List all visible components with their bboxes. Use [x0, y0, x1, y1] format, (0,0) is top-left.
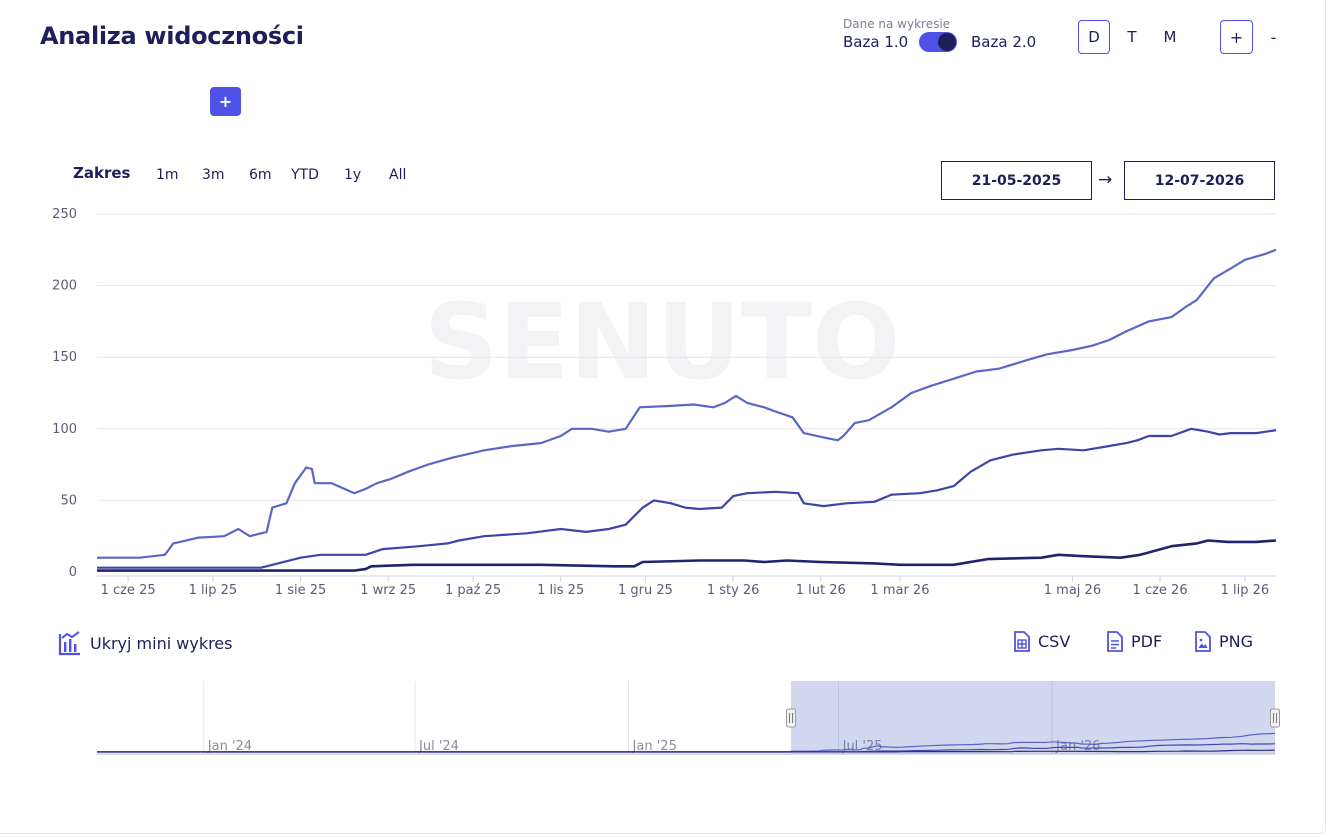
range-button-ytd[interactable]: YTD	[291, 167, 319, 183]
navigator-handle-left[interactable]	[786, 708, 797, 728]
x-tick-label: 1 cze 25	[101, 583, 156, 598]
mini-chart-toggle[interactable]: Ukryj mini wykres	[58, 630, 232, 656]
toggle-knob	[938, 33, 956, 51]
base-right-label[interactable]: Baza 2.0	[971, 33, 1037, 51]
mini-chart-toggle-label: Ukryj mini wykres	[90, 633, 233, 653]
range-button-3m[interactable]: 3m	[202, 167, 225, 183]
page-title: Analiza widoczności	[40, 22, 304, 50]
x-tick-label: 1 lip 26	[1221, 583, 1270, 598]
date-arrow: →	[1098, 170, 1113, 190]
handle-grip	[786, 708, 797, 728]
x-tick-label: 1 maj 26	[1044, 583, 1101, 598]
period-button-month[interactable]: M	[1163, 28, 1177, 46]
base-toggle[interactable]	[919, 32, 957, 52]
y-tick-label: 0	[69, 565, 77, 580]
range-button-1y[interactable]: 1y	[344, 167, 362, 183]
add-domain-button[interactable]: +	[210, 87, 241, 116]
date-to-input[interactable]: 12-07-2026	[1124, 161, 1275, 200]
period-button-day[interactable]: D	[1078, 20, 1110, 54]
x-tick-label: 1 lut 26	[796, 583, 846, 598]
range-label: Zakres	[73, 164, 131, 182]
navigator-label: Jul '24	[418, 739, 459, 754]
range-button-6m[interactable]: 6m	[249, 167, 272, 183]
x-tick-label: 1 wrz 25	[360, 583, 416, 598]
base-left-label[interactable]: Baza 1.0	[843, 33, 909, 51]
y-tick-label: 150	[52, 350, 77, 365]
x-tick-label: 1 lis 25	[537, 583, 584, 598]
navigator-series-3	[97, 749, 1276, 753]
date-from-input[interactable]: 21-05-2025	[941, 161, 1092, 200]
export-csv-label: CSV	[1038, 632, 1071, 651]
series-line-3[interactable]	[97, 539, 1277, 572]
range-button-1m[interactable]: 1m	[156, 167, 179, 183]
series-line-2[interactable]	[97, 427, 1277, 569]
x-tick-label: 1 lip 25	[189, 583, 238, 598]
navigator-handle-right[interactable]	[1270, 708, 1280, 728]
period-button-week[interactable]: T	[1127, 28, 1137, 46]
png-file-icon	[1195, 631, 1211, 652]
navigator-label: Jan '25	[632, 739, 677, 754]
export-pdf-label: PDF	[1131, 632, 1163, 651]
csv-file-icon	[1014, 631, 1030, 652]
y-tick-label: 100	[52, 422, 77, 437]
visibility-chart[interactable]: SENUTO 0 50 100 150 200 250 1 cze 25 1 lip 25 1 s…	[0, 195, 1326, 615]
export-png-label: PNG	[1219, 632, 1254, 651]
range-button-all[interactable]: All	[389, 167, 407, 183]
x-tick-label: 1 sty 26	[707, 583, 760, 598]
y-tick-label: 50	[60, 493, 77, 508]
x-tick-label: 1 mar 26	[870, 583, 929, 598]
x-tick-label: 1 cze 26	[1133, 583, 1188, 598]
export-png-button[interactable]: PNG	[1195, 631, 1253, 652]
series-line-1[interactable]	[97, 248, 1277, 559]
y-tick-label: 250	[52, 207, 77, 222]
export-pdf-button[interactable]: PDF	[1107, 631, 1162, 652]
x-tick-label: 1 gru 25	[618, 583, 673, 598]
pdf-file-icon	[1107, 631, 1123, 652]
zoom-out-button[interactable]: -	[1270, 27, 1277, 47]
zoom-in-button[interactable]: +	[1220, 20, 1253, 54]
handle-grip	[1270, 708, 1280, 728]
navigator-series-2	[97, 743, 1276, 753]
navigator-series-1	[97, 732, 1276, 753]
x-tick-label: 1 sie 25	[275, 583, 326, 598]
watermark-text: SENUTO	[424, 281, 901, 403]
data-caption: Dane na wykresie	[843, 17, 951, 31]
export-csv-button[interactable]: CSV	[1014, 631, 1070, 652]
chart-bars-icon	[58, 631, 80, 656]
navigator-selection[interactable]	[791, 681, 1275, 754]
y-tick-label: 200	[52, 279, 77, 294]
navigator-label: Jan '24	[207, 739, 252, 754]
x-tick-label: 1 paź 25	[445, 583, 501, 598]
